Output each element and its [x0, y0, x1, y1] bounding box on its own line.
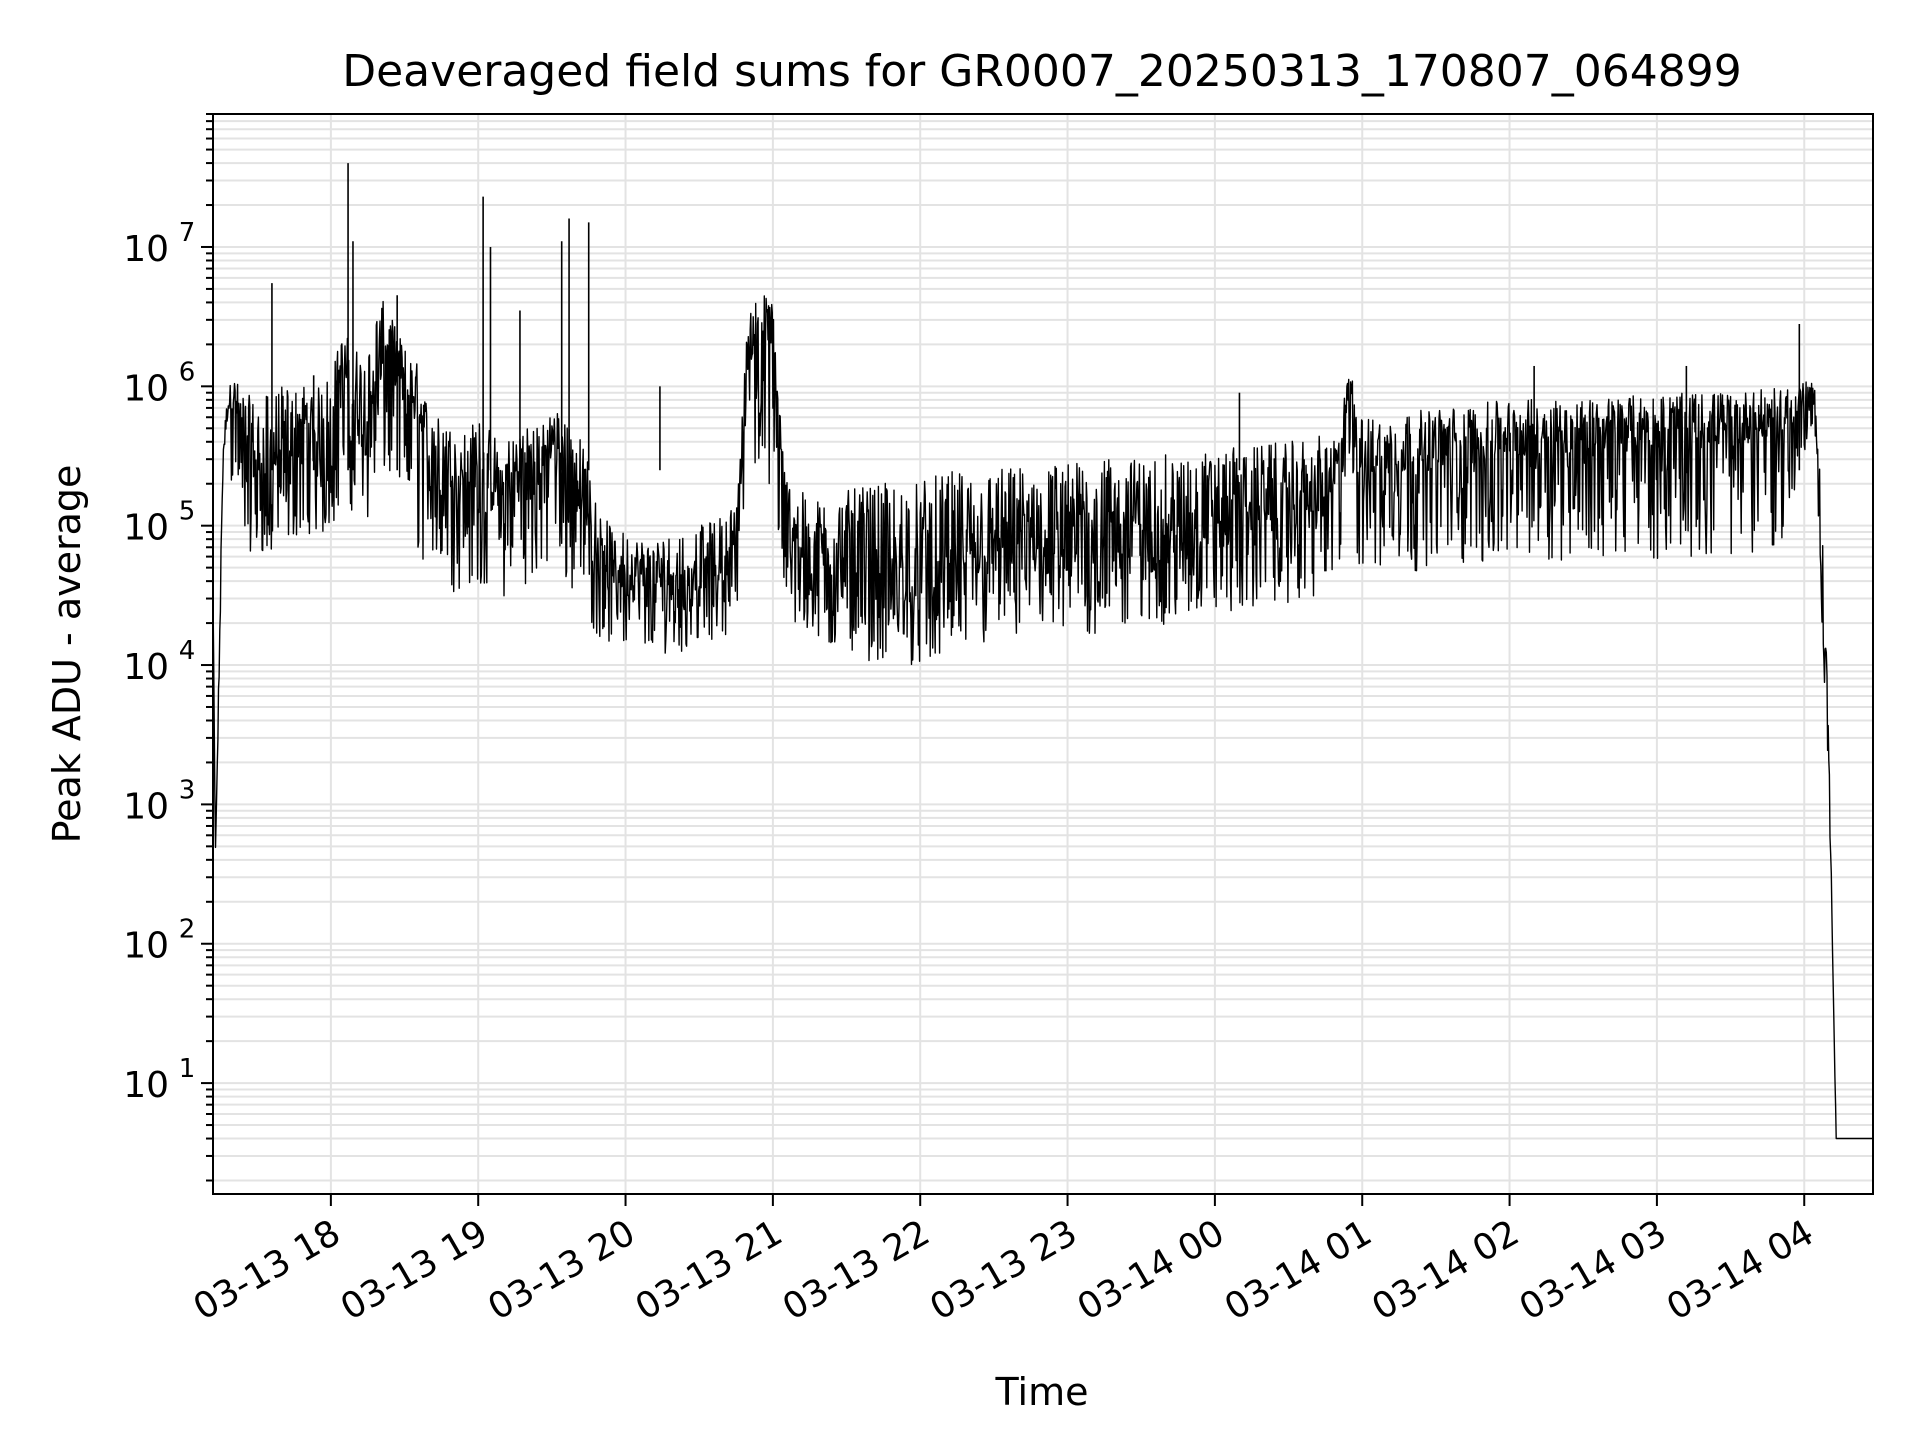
- series-line: [212, 295, 1874, 1140]
- y-tick-label: 10: [123, 1065, 169, 1106]
- x-axis-label: Time: [995, 1370, 1089, 1414]
- y-tick-base: 10: [123, 1065, 169, 1106]
- y-tick-exponent: 6: [179, 357, 196, 387]
- grid-lines: [213, 113, 1873, 1194]
- y-tick-base: 10: [123, 786, 169, 827]
- y-tick-exponent: 4: [179, 636, 196, 666]
- y-tick-base: 10: [123, 508, 169, 549]
- y-axis: 10 1 10 2 10 3 10 4 10 5 10 6 10 7: [123, 113, 213, 1182]
- y-tick-base: 10: [123, 926, 169, 967]
- y-tick-base: 10: [123, 229, 169, 270]
- y-tick-exponent: 2: [179, 915, 196, 945]
- y-tick-label: 10: [123, 647, 169, 688]
- y-tick-label: 10: [123, 786, 169, 827]
- y-tick-base: 10: [123, 368, 169, 409]
- y-tick-exponent: 7: [179, 218, 196, 248]
- chart-title: Deaveraged field sums for GR0007_2025031…: [342, 46, 1742, 97]
- y-tick-label: 10: [123, 926, 169, 967]
- plot-frame: [212, 113, 1874, 1195]
- y-tick-label: 10: [123, 368, 169, 409]
- y-tick-exponent: 5: [179, 497, 196, 527]
- y-tick-base: 10: [123, 647, 169, 688]
- y-tick-exponent: 3: [179, 775, 196, 805]
- y-axis-label: Peak ADU - average: [45, 465, 89, 844]
- y-tick-label: 10: [123, 508, 169, 549]
- data-series: [212, 163, 1874, 1140]
- y-tick-exponent: 1: [179, 1054, 196, 1084]
- y-tick-label: 10: [123, 229, 169, 270]
